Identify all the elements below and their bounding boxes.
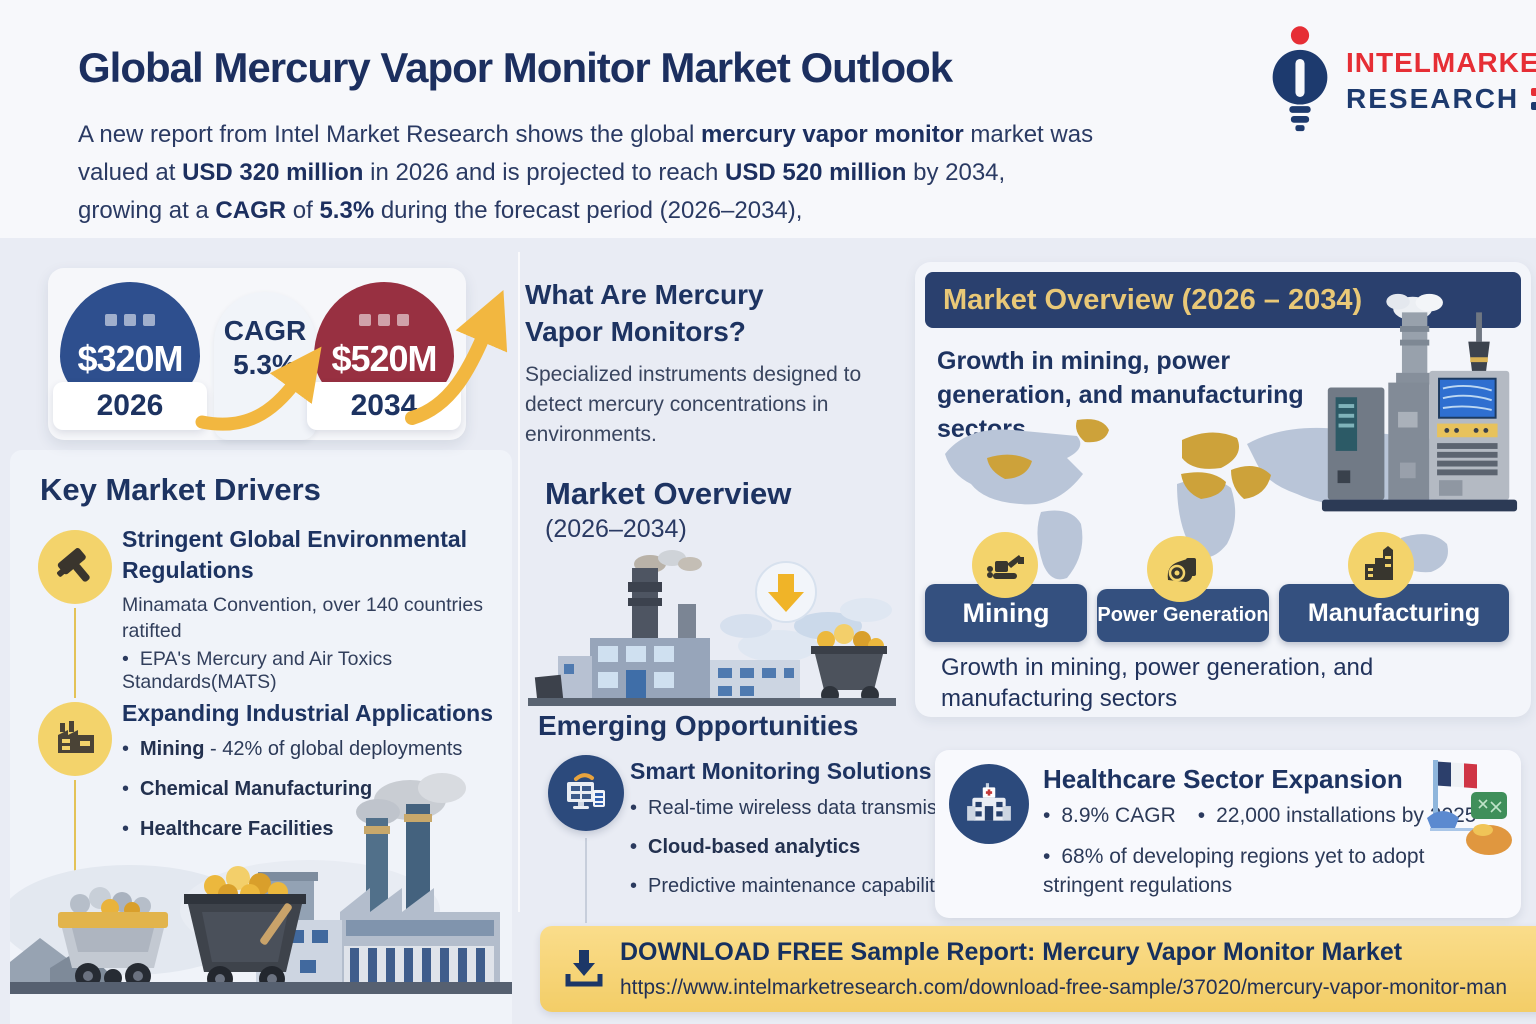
factory-cart-illustration (528, 550, 896, 706)
download-icon (565, 950, 603, 987)
manufacturing-icon-circle (1348, 532, 1414, 598)
excavator-icon (987, 555, 1024, 579)
driver2-bullet-2: Chemical Manufacturing (122, 778, 462, 801)
driver1-body: Minamata Convention, over 140 countries … (122, 594, 483, 642)
healthcare-stats-line: 8.9% CAGR 22,000 installations by 2025 (1043, 804, 1498, 831)
cagr-label: CAGR (223, 315, 307, 346)
driver2-bullets: Mining - 42% of global deployments Chemi… (122, 738, 462, 858)
driver1-bullet: EPA's Mercury and Air Toxics Standards(M… (122, 648, 522, 694)
growth-heading: Growth in mining, power generation, and … (937, 347, 1304, 443)
hospital-icon (967, 783, 1011, 821)
driver2-bullet-1: Mining - 42% of global deployments (122, 738, 462, 761)
start-value: $320M (77, 338, 183, 379)
what-are-body: Specialized instruments designed to dete… (525, 363, 862, 446)
healthcare-cagr-stat: 8.9% CAGR (1043, 804, 1176, 827)
healthcare-icon-circle (949, 764, 1029, 844)
driver2-title: Expanding Industrial Applications (122, 700, 494, 726)
smart-monitoring-icon-circle (548, 755, 624, 831)
factory-building-icon (1365, 546, 1393, 580)
key-drivers-heading: Key Market Drivers (40, 472, 321, 507)
intro-line-2: valued at USD 320 million in 2026 and is… (78, 159, 1006, 186)
smart-bullet-1: Real-time wireless data transmission (630, 797, 974, 820)
market-overview-panel: Market Overview (2026 – 2034) Growth in … (915, 262, 1531, 717)
smart-monitoring-bullets: Real-time wireless data transmission Clo… (630, 797, 974, 914)
logo-bars-icon (1531, 88, 1536, 110)
dots-icon (105, 314, 155, 326)
monitor-device-icon (567, 773, 605, 809)
end-year: 2034 (307, 382, 461, 430)
logo-line-2: RESEARCH (1346, 83, 1520, 114)
intro-line-3: growing at a CAGR of 5.3% during the for… (78, 197, 803, 224)
connector-line (585, 838, 587, 923)
driver2-bullet-3: Healthcare Facilities (122, 818, 462, 841)
sector-button-power-generation: Power Generation (1097, 589, 1269, 642)
intro-paragraph: A new report from Intel Market Research … (78, 116, 1093, 230)
healthcare-expansion-card: Healthcare Sector Expansion 8.9% CAGR 22,… (935, 750, 1521, 918)
key-drivers-panel: Key Market Drivers Stringent Global Envi… (10, 450, 512, 1024)
smart-bullet-2: Cloud-based analytics (630, 836, 974, 859)
lightbulb-logo-icon (1272, 26, 1328, 132)
connector-line (74, 780, 76, 900)
growth-caption: Growth in mining, power generation, and … (941, 654, 1374, 712)
healthcare-installs-stat: 22,000 installations by 2025 (1198, 804, 1477, 831)
healthcare-regulations-bullet: 68% of developing regions yet to adopt s… (1043, 842, 1443, 900)
header-section: Global Mercury Vapor Monitor Market Outl… (0, 0, 1536, 238)
power-generation-icon-circle (1147, 536, 1213, 602)
logo-line-1: INTELMARKET (1346, 47, 1536, 78)
healthcare-title: Healthcare Sector Expansion (1043, 764, 1403, 794)
industrial-icon-circle (38, 702, 112, 776)
driver1-title: Stringent Global Environmental Regulatio… (122, 526, 468, 583)
mercury-monitor-device-illustration (1321, 293, 1518, 512)
download-title: DOWNLOAD FREE Sample Report: Mercury Vap… (620, 938, 1403, 966)
growth-arrows-icon (195, 289, 508, 431)
logo-text: INTELMARKET RESEARCH (1346, 47, 1536, 115)
download-sample-banner[interactable]: DOWNLOAD FREE Sample Report: Mercury Vap… (540, 926, 1536, 1012)
dots-icon (359, 314, 409, 326)
flags-icon (1427, 760, 1512, 855)
smart-bullet-3: Predictive maintenance capabilities (630, 875, 974, 898)
factory-icon (58, 721, 94, 753)
regulations-icon-circle (38, 530, 112, 604)
turbine-icon (1167, 558, 1196, 582)
start-year: 2026 (53, 382, 207, 430)
emerging-opportunities-heading: Emerging Opportunities (538, 710, 859, 741)
page-title: Global Mercury Vapor Monitor Market Outl… (78, 44, 953, 91)
brand-logo: INTELMARKET RESEARCH (1262, 22, 1536, 140)
mining-icon-circle (972, 532, 1038, 598)
what-are-heading: What Are Mercury Vapor Monitors? (525, 279, 764, 347)
gavel-icon (57, 548, 90, 582)
market-overview-heading: Market Overview (545, 476, 792, 511)
mining-industry-illustration (10, 773, 512, 994)
intro-line-1: A new report from Intel Market Research … (78, 121, 1094, 148)
download-url[interactable]: https://www.intelmarketresearch.com/down… (620, 976, 1508, 999)
market-overview-years: (2026–2034) (545, 515, 687, 543)
smart-monitoring-title: Smart Monitoring Solutions (630, 758, 932, 784)
connector-line (74, 608, 76, 698)
column-divider (518, 252, 520, 912)
end-value: $520M (331, 338, 437, 379)
